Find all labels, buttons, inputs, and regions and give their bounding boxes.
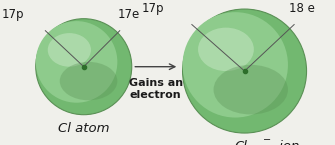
Ellipse shape — [36, 21, 117, 103]
Ellipse shape — [198, 28, 254, 71]
Text: ion: ion — [275, 140, 300, 145]
Ellipse shape — [36, 19, 132, 115]
Ellipse shape — [48, 33, 91, 67]
Text: Cl: Cl — [235, 140, 248, 145]
Ellipse shape — [60, 62, 117, 100]
Text: 18 e: 18 e — [289, 2, 315, 15]
Ellipse shape — [183, 9, 307, 133]
Text: 17e: 17e — [117, 8, 140, 21]
Text: 17p: 17p — [1, 8, 24, 21]
Ellipse shape — [213, 65, 288, 114]
Text: −: − — [263, 135, 271, 145]
Ellipse shape — [183, 12, 288, 118]
Text: 17p: 17p — [141, 2, 164, 15]
Text: Cl atom: Cl atom — [58, 122, 110, 135]
Text: Gains an
electron: Gains an electron — [129, 78, 183, 100]
